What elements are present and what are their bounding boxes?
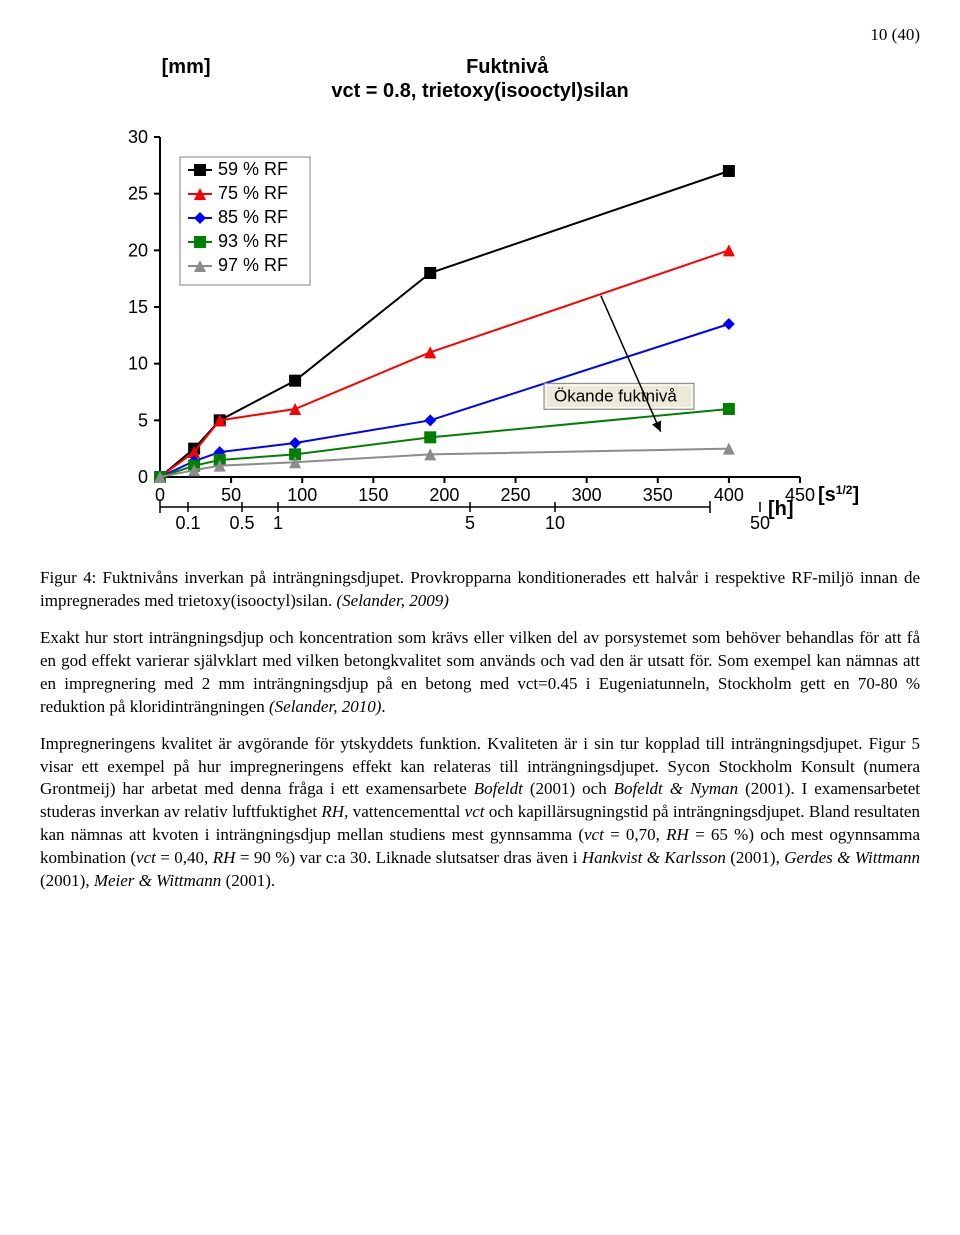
svg-text:1: 1: [273, 513, 283, 533]
svg-text:100: 100: [287, 485, 317, 505]
svg-text:250: 250: [501, 485, 531, 505]
svg-text:50: 50: [221, 485, 241, 505]
p2c: (2001) och: [523, 779, 614, 798]
svg-text:[s1/2]: [s1/2]: [818, 483, 859, 506]
svg-text:15: 15: [128, 297, 148, 317]
p2b: Bofeldt: [474, 779, 523, 798]
svg-text:[h]: [h]: [768, 498, 794, 520]
p2t: Gerdes & Wittmann: [784, 848, 920, 867]
svg-text:93 % RF: 93 % RF: [218, 231, 288, 251]
svg-text:25: 25: [128, 184, 148, 204]
svg-text:300: 300: [572, 485, 602, 505]
p2h: vct: [465, 802, 485, 821]
paragraph-2: Impregneringens kvalitet är avgörande fö…: [40, 733, 920, 894]
svg-text:85 % RF: 85 % RF: [218, 207, 288, 227]
svg-text:10: 10: [545, 513, 565, 533]
figure-caption: Figur 4: Fuktnivåns inverkan på inträngn…: [40, 567, 920, 613]
svg-text:0.1: 0.1: [175, 513, 200, 533]
y-axis-unit: [mm]: [162, 56, 211, 78]
p1c: .: [381, 697, 385, 716]
svg-text:400: 400: [714, 485, 744, 505]
p2s: (2001),: [726, 848, 784, 867]
svg-text:5: 5: [138, 410, 148, 430]
svg-text:97 % RF: 97 % RF: [218, 255, 288, 275]
chart-container: [mm] Fuktnivå vct = 0.8, trietoxy(isooct…: [100, 55, 860, 557]
svg-text:0.5: 0.5: [229, 513, 254, 533]
svg-text:10: 10: [128, 354, 148, 374]
svg-text:150: 150: [358, 485, 388, 505]
p2l: RH: [666, 825, 689, 844]
svg-text:20: 20: [128, 240, 148, 260]
chart-title-line1: Fuktnivå: [466, 56, 548, 78]
p2f: RH: [321, 802, 344, 821]
p1b: (Selander, 2010): [269, 697, 381, 716]
p2q: = 90 %) var c:a 30. Liknade slutsatser d…: [235, 848, 581, 867]
svg-text:30: 30: [128, 127, 148, 147]
chart-title: [mm] Fuktnivå vct = 0.8, trietoxy(isooct…: [100, 55, 860, 103]
p2u: (2001),: [40, 871, 94, 890]
figure-caption-cite: (Selander, 2009): [336, 591, 448, 610]
svg-text:5: 5: [465, 513, 475, 533]
chart-title-line2: vct = 0.8, trietoxy(isooctyl)silan: [331, 80, 628, 102]
svg-text:200: 200: [429, 485, 459, 505]
chart-svg: 051015202530050100150200250300350400450[…: [100, 107, 860, 557]
p2o: = 0,40,: [156, 848, 213, 867]
svg-text:350: 350: [643, 485, 673, 505]
p2p: RH: [213, 848, 236, 867]
paragraph-1: Exakt hur stort inträngningsdjup och kon…: [40, 627, 920, 719]
p2d: Bofeldt & Nyman: [614, 779, 738, 798]
p2j: vct: [584, 825, 604, 844]
svg-text:0: 0: [138, 467, 148, 487]
p1a: Exakt hur stort inträngningsdjup och kon…: [40, 628, 920, 716]
p2k: = 0,70,: [604, 825, 666, 844]
p2v: Meier & Wittmann: [94, 871, 221, 890]
p2g: , vattencementtal: [344, 802, 465, 821]
svg-text:Ökande fuktnivå: Ökande fuktnivå: [554, 386, 677, 405]
p2r: Hankvist & Karlsson: [582, 848, 726, 867]
svg-text:50: 50: [750, 513, 770, 533]
svg-text:59 % RF: 59 % RF: [218, 159, 288, 179]
figure-caption-text: Figur 4: Fuktnivåns inverkan på inträngn…: [40, 568, 920, 610]
page-number: 10 (40): [40, 24, 920, 47]
p2n: vct: [136, 848, 156, 867]
p2w: (2001).: [221, 871, 275, 890]
svg-text:75 % RF: 75 % RF: [218, 183, 288, 203]
